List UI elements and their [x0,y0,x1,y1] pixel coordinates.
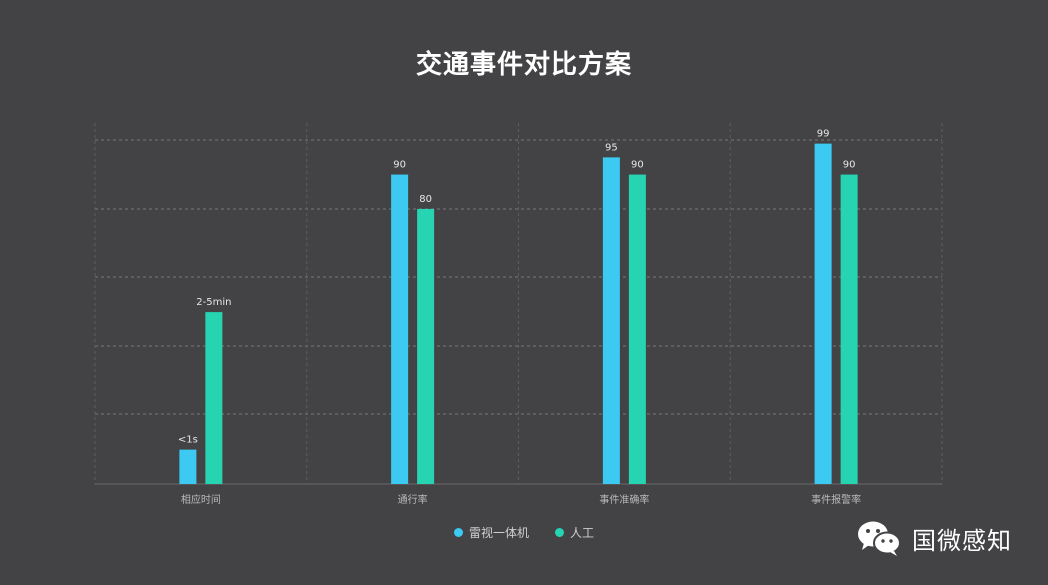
bar [840,174,858,485]
bars [179,143,858,485]
x-tick-label: 相应时间 [181,493,221,506]
watermark-text: 国微感知 [912,526,1012,555]
wechat-icon [858,521,901,556]
legend-dot-icon [555,528,564,537]
data-label: 90 [393,160,406,171]
data-label: 80 [419,194,432,205]
x-tick-label: 事件报警率 [811,493,861,506]
data-label: 90 [843,160,856,171]
bar [814,143,832,484]
data-label: 90 [631,160,644,171]
legend: 雷视一体机 人工 [0,524,1048,541]
chart-title: 交通事件对比方案 [415,50,632,80]
grid-lines [94,123,943,485]
bar [602,157,620,484]
legend-item-series-2[interactable]: 人工 [555,524,594,541]
legend-label: 人工 [570,526,595,540]
data-label: <1s [178,435,198,446]
x-tick-label: 通行率 [398,493,428,506]
watermark: 国微感知 [856,518,1012,558]
legend-dot-icon [453,528,463,537]
legend-item-series-1[interactable]: 雷视一体机 [453,524,529,541]
bar [179,449,197,484]
data-label: 99 [817,129,830,140]
x-tick-label: 事件准确率 [599,493,649,506]
bar [417,208,435,484]
data-label: 2-5min [196,297,231,308]
labels: 相应时间 <1s 2-5min 通行率 90 80 事件准确率 95 90 事件报警率 99 90 [178,129,861,506]
data-label: 95 [605,142,618,153]
legend-label: 雷视一体机 [468,526,529,540]
bar [205,312,223,484]
bar [391,174,409,485]
bar [628,174,646,485]
